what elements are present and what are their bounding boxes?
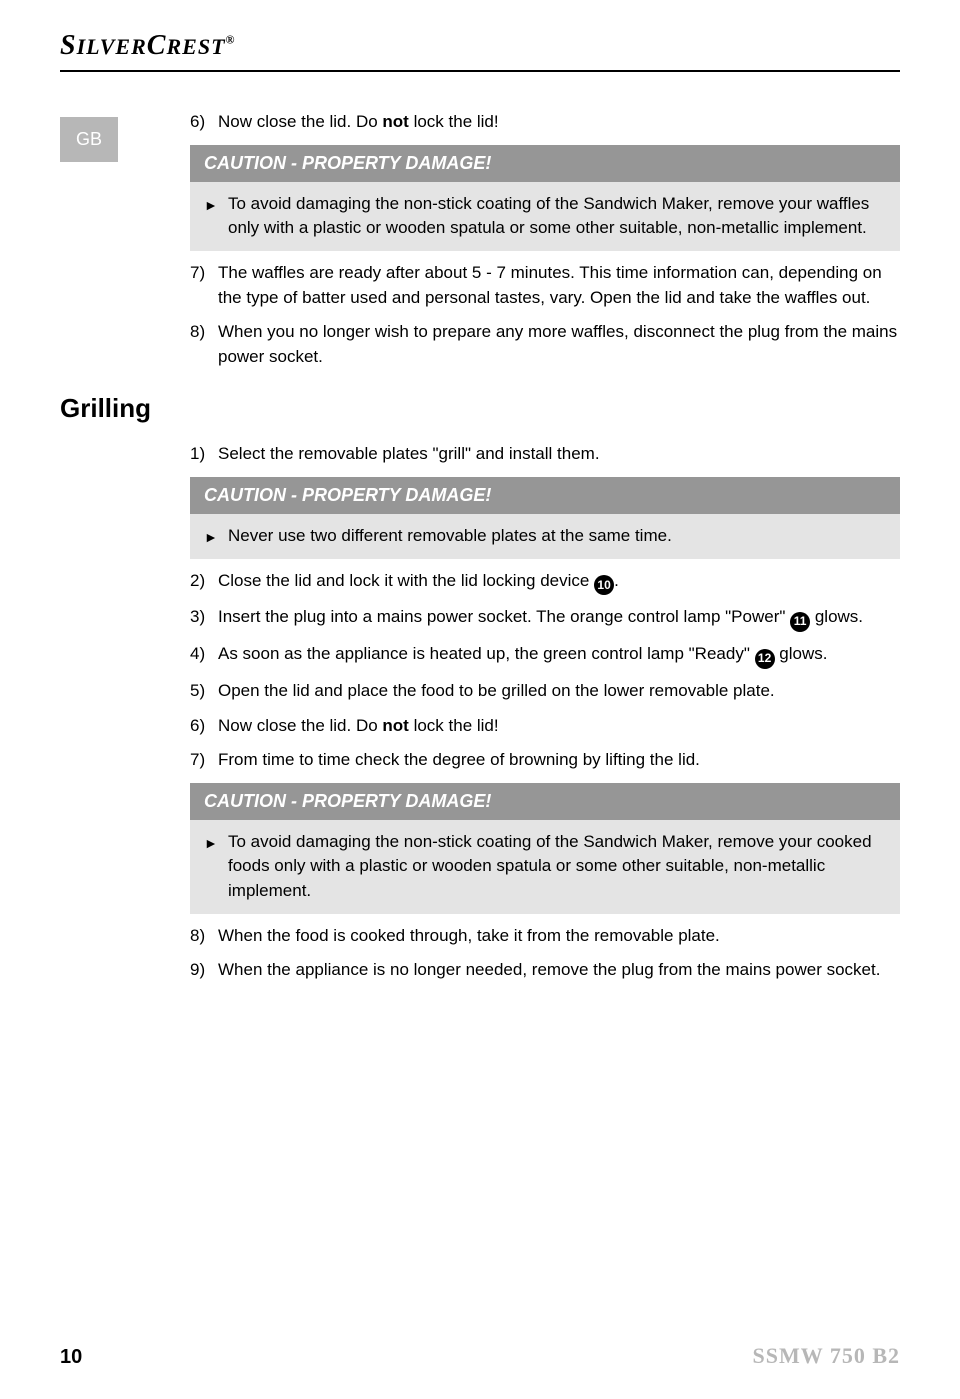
step-text: As soon as the appliance is heated up, t… <box>218 642 900 669</box>
caution-body: ► To avoid damaging the non-stick coatin… <box>190 182 900 251</box>
registered-mark: ® <box>226 33 236 47</box>
step-text: When the appliance is no longer needed, … <box>218 958 900 983</box>
step-text: The waffles are ready after about 5 - 7 … <box>218 261 900 310</box>
caution-text: To avoid damaging the non-stick coating … <box>228 192 886 241</box>
caution-header: CAUTION - PROPERTY DAMAGE! <box>190 145 900 182</box>
caution-text: Never use two different removable plates… <box>228 524 886 549</box>
language-tab: GB <box>60 117 118 162</box>
caution-body: ► To avoid damaging the non-stick coatin… <box>190 820 900 914</box>
step-number: 4) <box>190 642 218 669</box>
step-6: 6) Now close the lid. Do not lock the li… <box>150 110 900 135</box>
step-text: When the food is cooked through, take it… <box>218 924 900 949</box>
section-heading-grilling: Grilling <box>60 393 900 424</box>
step-text: Now close the lid. Do not lock the lid! <box>218 714 900 739</box>
step-number: 3) <box>190 605 218 632</box>
sidebar: GB <box>60 82 140 993</box>
reference-icon-12: 12 <box>755 649 775 669</box>
grilling-step-6: 6) Now close the lid. Do not lock the li… <box>150 714 900 739</box>
caution-box: CAUTION - PROPERTY DAMAGE! ► To avoid da… <box>190 783 900 914</box>
arrow-icon: ► <box>204 524 228 549</box>
caution-body: ► Never use two different removable plat… <box>190 514 900 559</box>
grilling-step-8: 8) When the food is cooked through, take… <box>150 924 900 949</box>
step-number: 7) <box>190 748 218 773</box>
logo-text: SILVERCREST <box>60 30 226 61</box>
caution-text: To avoid damaging the non-stick coating … <box>228 830 886 904</box>
content-area: GB 6) Now close the lid. Do not lock the… <box>0 82 960 993</box>
caution-box: CAUTION - PROPERTY DAMAGE! ► To avoid da… <box>190 145 900 251</box>
arrow-icon: ► <box>204 192 228 241</box>
step-number: 8) <box>190 924 218 949</box>
caution-box: CAUTION - PROPERTY DAMAGE! ► Never use t… <box>190 477 900 559</box>
step-number: 2) <box>190 569 218 596</box>
step-7: 7) The waffles are ready after about 5 -… <box>150 261 900 310</box>
step-number: 1) <box>190 442 218 467</box>
arrow-icon: ► <box>204 830 228 904</box>
step-text: When you no longer wish to prepare any m… <box>218 320 900 369</box>
step-text: Close the lid and lock it with the lid l… <box>218 569 900 596</box>
page-header: SILVERCREST® <box>0 0 960 82</box>
step-number: 6) <box>190 714 218 739</box>
caution-header: CAUTION - PROPERTY DAMAGE! <box>190 477 900 514</box>
page-footer: 10 SSMW 750 B2 <box>60 1343 900 1369</box>
main-content: 6) Now close the lid. Do not lock the li… <box>140 82 900 993</box>
grilling-step-7: 7) From time to time check the degree of… <box>150 748 900 773</box>
step-text: Insert the plug into a mains power socke… <box>218 605 900 632</box>
step-number: 8) <box>190 320 218 369</box>
reference-icon-10: 10 <box>594 575 614 595</box>
model-number: SSMW 750 B2 <box>752 1343 900 1369</box>
grilling-step-4: 4) As soon as the appliance is heated up… <box>150 642 900 669</box>
step-number: 7) <box>190 261 218 310</box>
grilling-step-3: 3) Insert the plug into a mains power so… <box>150 605 900 632</box>
step-text: Now close the lid. Do not lock the lid! <box>218 110 900 135</box>
step-number: 6) <box>190 110 218 135</box>
step-number: 9) <box>190 958 218 983</box>
grilling-step-5: 5) Open the lid and place the food to be… <box>150 679 900 704</box>
grilling-step-9: 9) When the appliance is no longer neede… <box>150 958 900 983</box>
step-text: Open the lid and place the food to be gr… <box>218 679 900 704</box>
brand-logo: SILVERCREST® <box>60 30 900 62</box>
step-8: 8) When you no longer wish to prepare an… <box>150 320 900 369</box>
grilling-step-1: 1) Select the removable plates "grill" a… <box>150 442 900 467</box>
header-divider <box>60 70 900 72</box>
caution-header: CAUTION - PROPERTY DAMAGE! <box>190 783 900 820</box>
page-number: 10 <box>60 1346 82 1369</box>
step-number: 5) <box>190 679 218 704</box>
step-text: Select the removable plates "grill" and … <box>218 442 900 467</box>
step-text: From time to time check the degree of br… <box>218 748 900 773</box>
reference-icon-11: 11 <box>790 612 810 632</box>
grilling-step-2: 2) Close the lid and lock it with the li… <box>150 569 900 596</box>
